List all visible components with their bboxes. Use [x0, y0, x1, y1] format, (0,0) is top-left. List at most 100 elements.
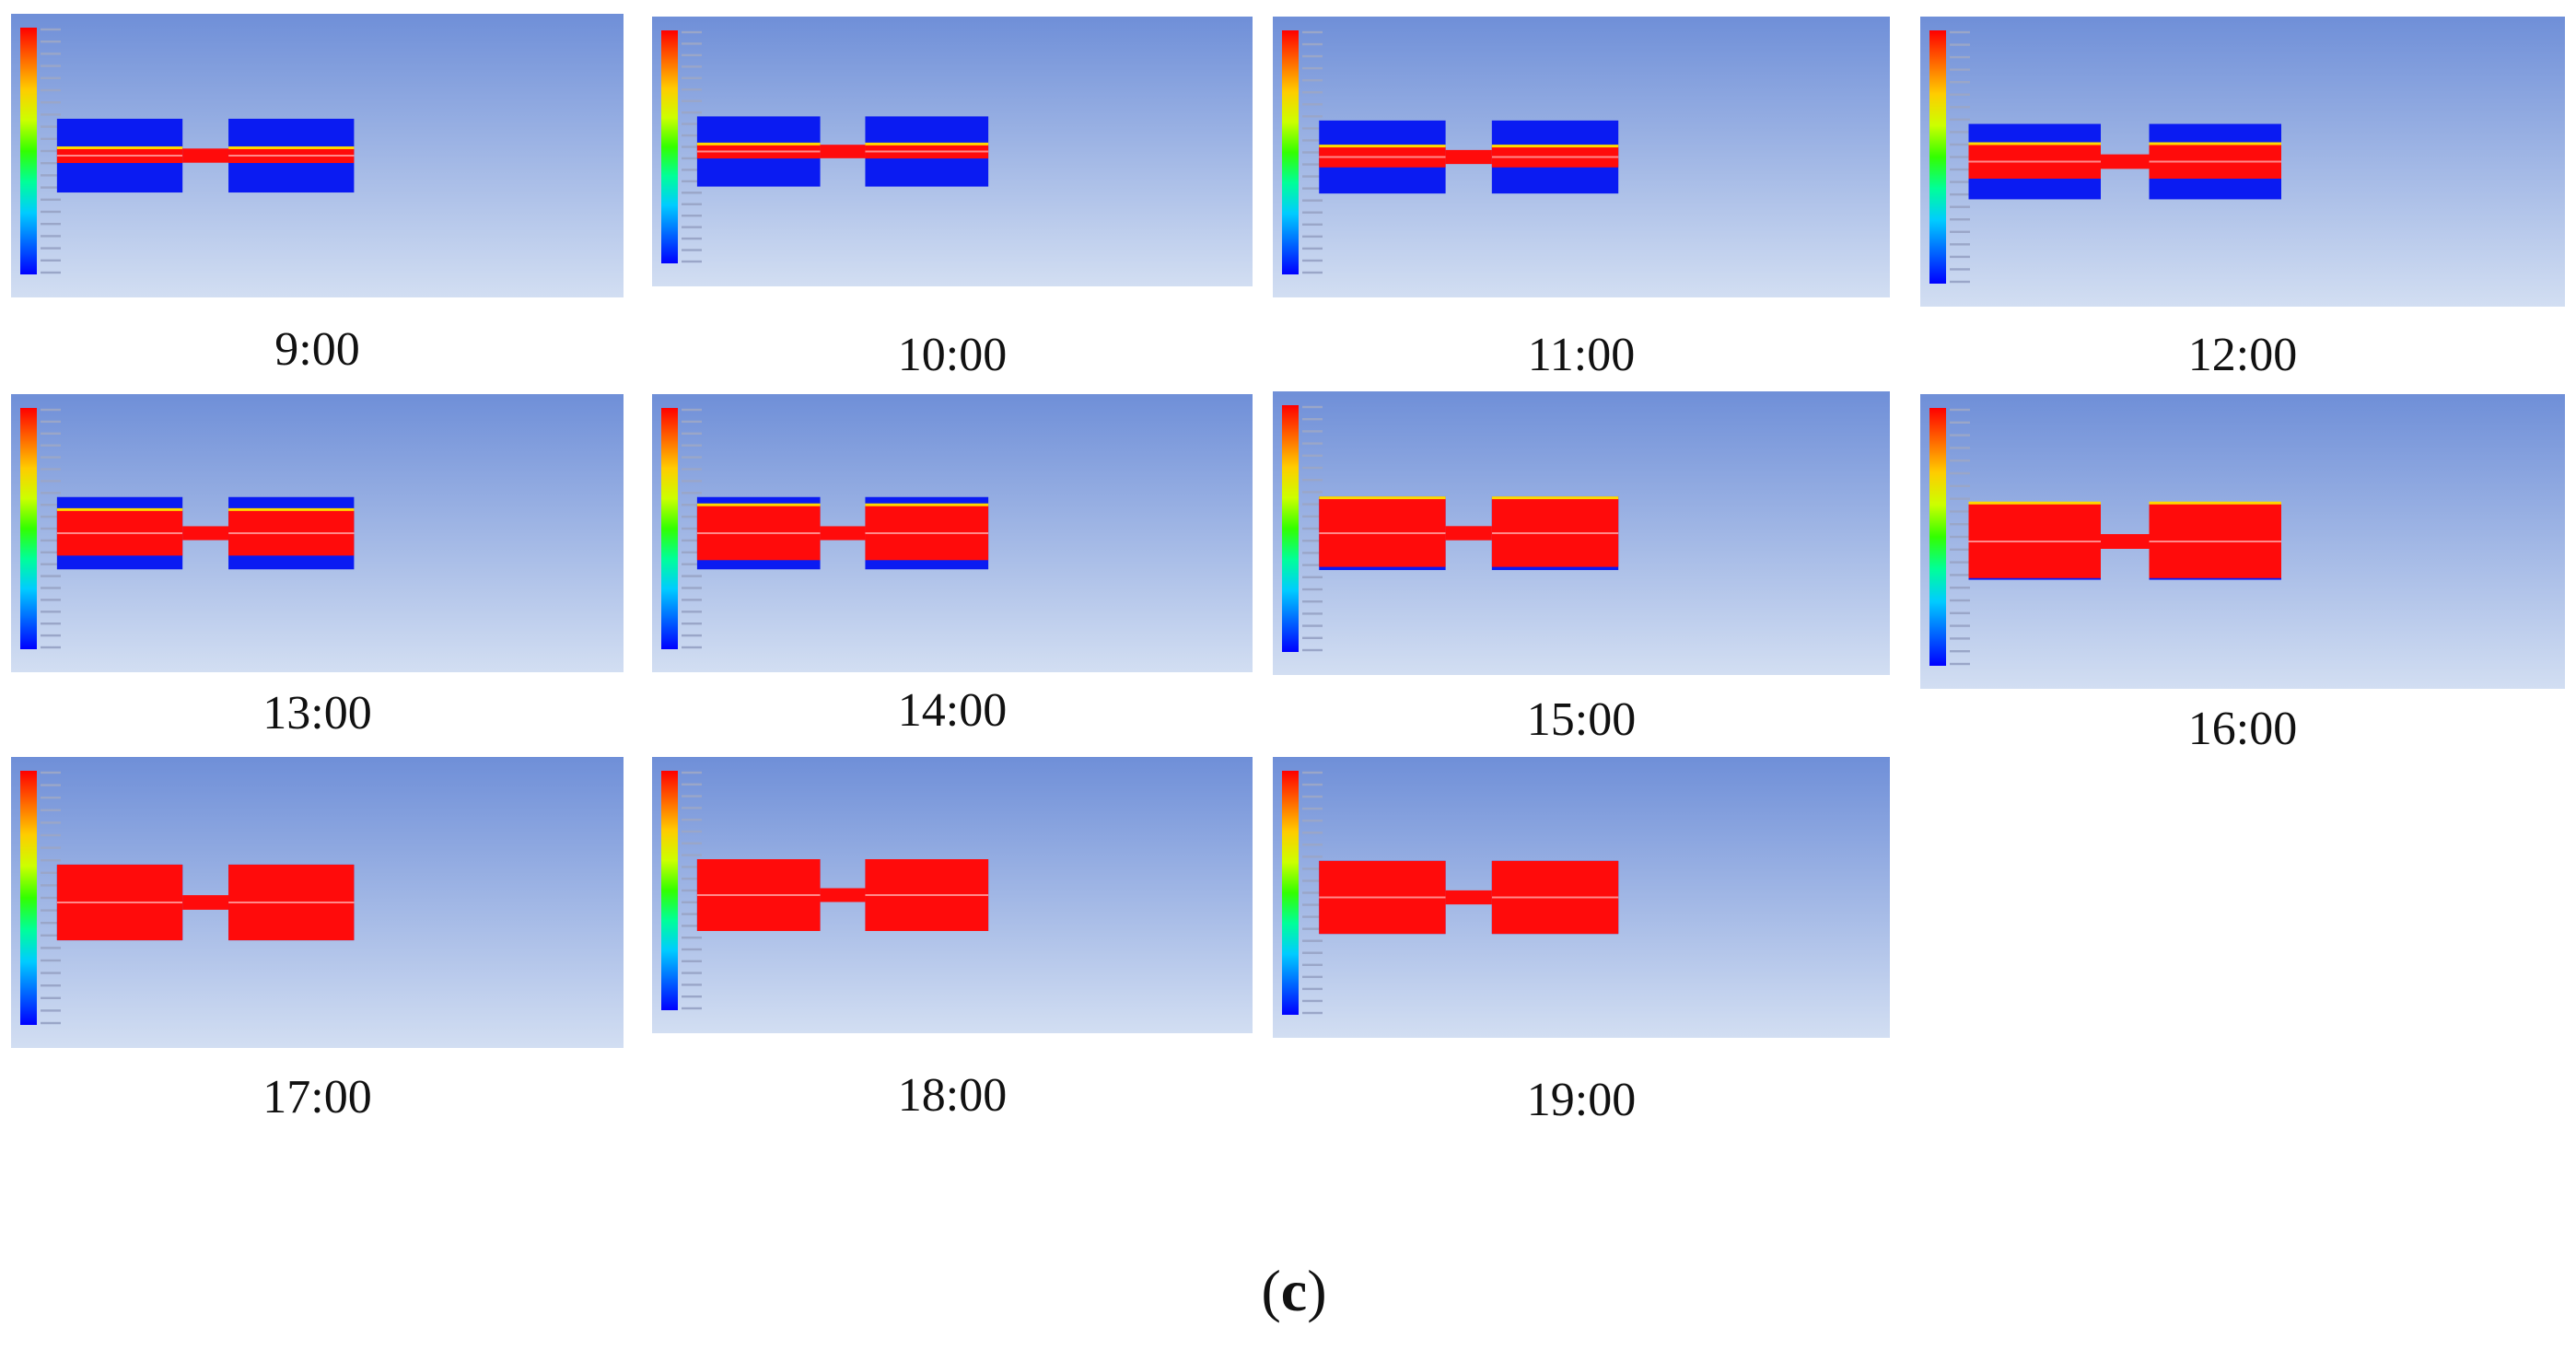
- figure-label: (c): [1261, 1258, 1327, 1323]
- contour-panel: [11, 757, 624, 1048]
- time-caption: 16:00: [2187, 703, 2298, 755]
- interface-line: [228, 507, 355, 511]
- contour-panel: [1920, 17, 2565, 307]
- centreline: [696, 532, 821, 534]
- colorbar-tick-marks: [682, 408, 702, 649]
- centreline: [696, 894, 821, 896]
- colorbar-tick-marks: [1302, 405, 1323, 652]
- contour-panel: [1273, 17, 1890, 297]
- contour-plot: [1273, 757, 1890, 1038]
- centreline: [865, 150, 989, 153]
- contour-plot: [652, 394, 1253, 672]
- interface-line: [1491, 496, 1619, 500]
- centreline: [1491, 896, 1619, 899]
- time-caption: 9:00: [274, 323, 360, 376]
- connecting-channel: [1445, 890, 1492, 905]
- centreline: [1491, 532, 1619, 534]
- contour-panel: [1920, 394, 2565, 689]
- time-caption: 18:00: [897, 1069, 1008, 1122]
- colorbar-tick-marks: [1950, 30, 1970, 284]
- centreline: [1319, 896, 1446, 899]
- centreline: [1319, 156, 1446, 158]
- connecting-channel: [2101, 534, 2150, 549]
- colorbar: [661, 30, 678, 263]
- colorbar: [1282, 771, 1299, 1015]
- time-caption: 17:00: [262, 1071, 372, 1123]
- contour-panel: [652, 394, 1253, 672]
- contour-plot: [652, 757, 1253, 1033]
- connecting-channel: [820, 526, 866, 541]
- connecting-channel: [2101, 154, 2150, 169]
- contour-panel: [1273, 391, 1890, 675]
- centreline: [2149, 541, 2281, 542]
- colorbar: [661, 408, 678, 649]
- colorbar: [20, 408, 37, 649]
- colorbar-tick-marks: [682, 771, 702, 1010]
- interface-line: [696, 503, 821, 506]
- contour-plot: [1273, 391, 1890, 675]
- interface-line: [865, 503, 989, 506]
- contour-panel: [652, 757, 1253, 1033]
- time-caption: 19:00: [1526, 1074, 1637, 1126]
- centreline: [865, 532, 989, 534]
- colorbar-tick-marks: [1950, 408, 1970, 666]
- contour-panel: [652, 17, 1253, 286]
- colorbar-tick-marks: [682, 30, 702, 263]
- colorbar: [1929, 30, 1946, 284]
- colorbar: [1929, 408, 1946, 666]
- connecting-channel: [820, 888, 866, 902]
- time-caption: 10:00: [897, 329, 1008, 381]
- colorbar-tick-marks: [41, 28, 61, 274]
- time-caption: 14:00: [897, 684, 1008, 737]
- centreline: [228, 532, 355, 534]
- centreline: [1491, 156, 1619, 158]
- centreline: [2149, 160, 2281, 163]
- contour-plot: [11, 757, 624, 1048]
- contour-plot: [11, 14, 624, 297]
- connecting-channel: [1445, 149, 1492, 165]
- contour-panel: [1273, 757, 1890, 1038]
- centreline: [1319, 532, 1446, 534]
- time-caption: 15:00: [1526, 693, 1637, 746]
- contour-panel: [11, 394, 624, 672]
- interface-line: [2149, 142, 2281, 145]
- contour-plot: [1920, 394, 2565, 689]
- centreline: [56, 155, 183, 157]
- connecting-channel: [182, 526, 229, 541]
- interface-line: [56, 145, 183, 149]
- interface-line: [865, 142, 989, 145]
- centreline: [696, 150, 821, 153]
- interface-line: [228, 145, 355, 149]
- contour-plot: [1273, 17, 1890, 297]
- centreline: [228, 902, 355, 903]
- centreline: [865, 894, 989, 896]
- centreline: [228, 155, 355, 157]
- colorbar-tick-marks: [41, 771, 61, 1025]
- centreline: [1968, 541, 2101, 542]
- connecting-channel: [182, 895, 229, 910]
- colorbar-tick-marks: [1302, 30, 1323, 274]
- centreline: [56, 902, 183, 903]
- contour-plot: [652, 17, 1253, 286]
- colorbar: [20, 28, 37, 274]
- contour-panel: [11, 14, 624, 297]
- contour-plot: [1920, 17, 2565, 307]
- colorbar: [1282, 30, 1299, 274]
- connecting-channel: [1445, 526, 1492, 541]
- contour-plot: [11, 394, 624, 672]
- colorbar-tick-marks: [1302, 771, 1323, 1015]
- interface-line: [1491, 145, 1619, 148]
- interface-line: [696, 142, 821, 145]
- interface-line: [2149, 501, 2281, 505]
- interface-line: [56, 507, 183, 511]
- colorbar-tick-marks: [41, 408, 61, 649]
- interface-line: [1319, 145, 1446, 148]
- colorbar: [661, 771, 678, 1010]
- interface-line: [1968, 501, 2101, 505]
- time-caption: 11:00: [1527, 329, 1636, 381]
- connecting-channel: [182, 148, 229, 163]
- interface-line: [1968, 142, 2101, 145]
- interface-line: [1319, 496, 1446, 500]
- colorbar: [20, 771, 37, 1025]
